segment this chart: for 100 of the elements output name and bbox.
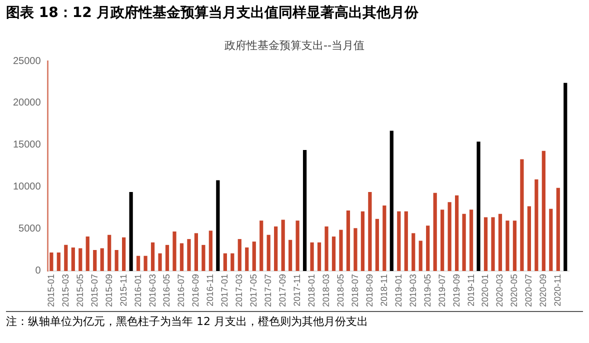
x-tick-label: 2015-09 <box>104 274 114 307</box>
chart-title: 图表 18：12 月政府性基金预算当月支出值同样显著高出其他月份 <box>6 4 419 22</box>
bar <box>317 242 322 271</box>
x-tick-label: 2018-09 <box>364 274 374 307</box>
bar <box>324 226 328 271</box>
x-tick-label: 2017-09 <box>278 274 288 307</box>
bar <box>564 82 568 271</box>
text: 注：纵轴单位为亿元，黑色柱子为当年 12 月支出，橙色则为其他月份支出 <box>6 311 583 329</box>
y-tick-label: 15000 <box>12 140 42 151</box>
bar <box>448 202 452 271</box>
bar <box>274 226 278 271</box>
bar <box>397 211 401 271</box>
x-tick-label: 2015-01 <box>46 274 56 307</box>
x-tick-label: 2019-09 <box>451 274 462 307</box>
bar <box>266 234 270 271</box>
bar <box>433 192 437 271</box>
bar <box>136 256 140 271</box>
y-tick-label: 5000 <box>18 224 42 235</box>
x-tick-label: 2019-01 <box>393 274 404 307</box>
bar <box>462 214 466 271</box>
bar <box>122 237 126 271</box>
x-tick-label: 2020-03 <box>494 274 505 307</box>
bar <box>339 230 343 271</box>
x-tick-label: 2020-11 <box>552 274 563 306</box>
bar <box>346 210 350 271</box>
x-tick-label: 2019-11 <box>466 274 476 306</box>
x-tick-label: 2019-07 <box>436 274 447 307</box>
x-tick-label: 2015-03 <box>60 274 70 307</box>
bar <box>216 180 220 271</box>
x-tick-label: 2016-01 <box>132 274 143 307</box>
bar <box>375 218 379 271</box>
x-tick-label: 2018-11 <box>378 274 389 306</box>
bar <box>165 244 170 271</box>
y-tick-label: 10000 <box>12 182 42 193</box>
bar <box>71 247 75 271</box>
bar <box>506 220 510 271</box>
bar <box>418 240 422 271</box>
x-tick-label: 2015-07 <box>89 274 100 307</box>
bar <box>144 256 148 271</box>
x-tick-label: 2017-01 <box>220 274 230 307</box>
x-tick-label: 2015-05 <box>74 274 85 307</box>
bar <box>302 150 307 271</box>
bar <box>238 239 242 271</box>
x-tick-label: 2016-11 <box>205 274 216 306</box>
bar <box>50 252 54 271</box>
bar <box>78 248 82 271</box>
bar <box>194 233 198 271</box>
y-tick-label: 20000 <box>12 98 42 109</box>
x-tick-label: 2017-03 <box>234 274 244 307</box>
bar <box>332 236 336 271</box>
bar <box>129 192 133 271</box>
x-tick-label: 2020-07 <box>524 274 534 307</box>
bar <box>172 231 176 271</box>
x-tick-label: 2016-05 <box>162 274 172 307</box>
x-tick-label: 2017-07 <box>263 274 274 307</box>
bar <box>469 210 474 271</box>
bar <box>187 239 191 271</box>
bar <box>114 250 118 271</box>
bar <box>180 243 184 271</box>
bar <box>484 217 488 271</box>
x-tick-label: 2017-11 <box>292 274 302 306</box>
bar <box>93 250 97 271</box>
x-tick-label: 2017-05 <box>248 274 259 307</box>
x-tick-label: 2016-09 <box>190 274 201 307</box>
bar <box>534 179 538 271</box>
bar <box>390 130 394 271</box>
y-tick-label: 0 <box>35 266 42 277</box>
bar <box>202 244 206 271</box>
bar <box>426 226 430 271</box>
x-tick-label: 2015-11 <box>118 274 128 306</box>
bar <box>208 230 212 271</box>
bar <box>86 236 90 271</box>
bar <box>354 228 358 271</box>
bar <box>476 142 480 271</box>
bar <box>520 159 524 271</box>
bar <box>245 247 249 271</box>
bar <box>549 208 553 271</box>
bar <box>150 242 155 271</box>
bar <box>230 253 234 271</box>
bar <box>252 242 256 271</box>
x-tick-label: 2018-03 <box>320 274 331 307</box>
bar <box>382 205 386 271</box>
bar <box>404 211 408 271</box>
x-tick-label: 2020-01 <box>480 274 490 307</box>
bar <box>108 234 112 271</box>
x-tick-label: 2018-05 <box>335 274 346 307</box>
bar <box>281 220 285 271</box>
bar <box>310 242 314 271</box>
x-tick-label: 2019-05 <box>422 274 432 307</box>
x-tick-label: 2018-01 <box>306 274 317 307</box>
bar <box>288 240 292 271</box>
bar <box>527 206 531 271</box>
bar <box>491 217 495 271</box>
bar <box>454 195 459 271</box>
x-tick-label: 2018-07 <box>350 274 360 307</box>
bar <box>556 188 560 271</box>
chart-subtitle: 政府性基金预算支出--当月值 <box>224 38 366 53</box>
bar <box>498 214 502 271</box>
x-tick-label: 2020-09 <box>538 274 548 307</box>
bar <box>412 233 416 271</box>
